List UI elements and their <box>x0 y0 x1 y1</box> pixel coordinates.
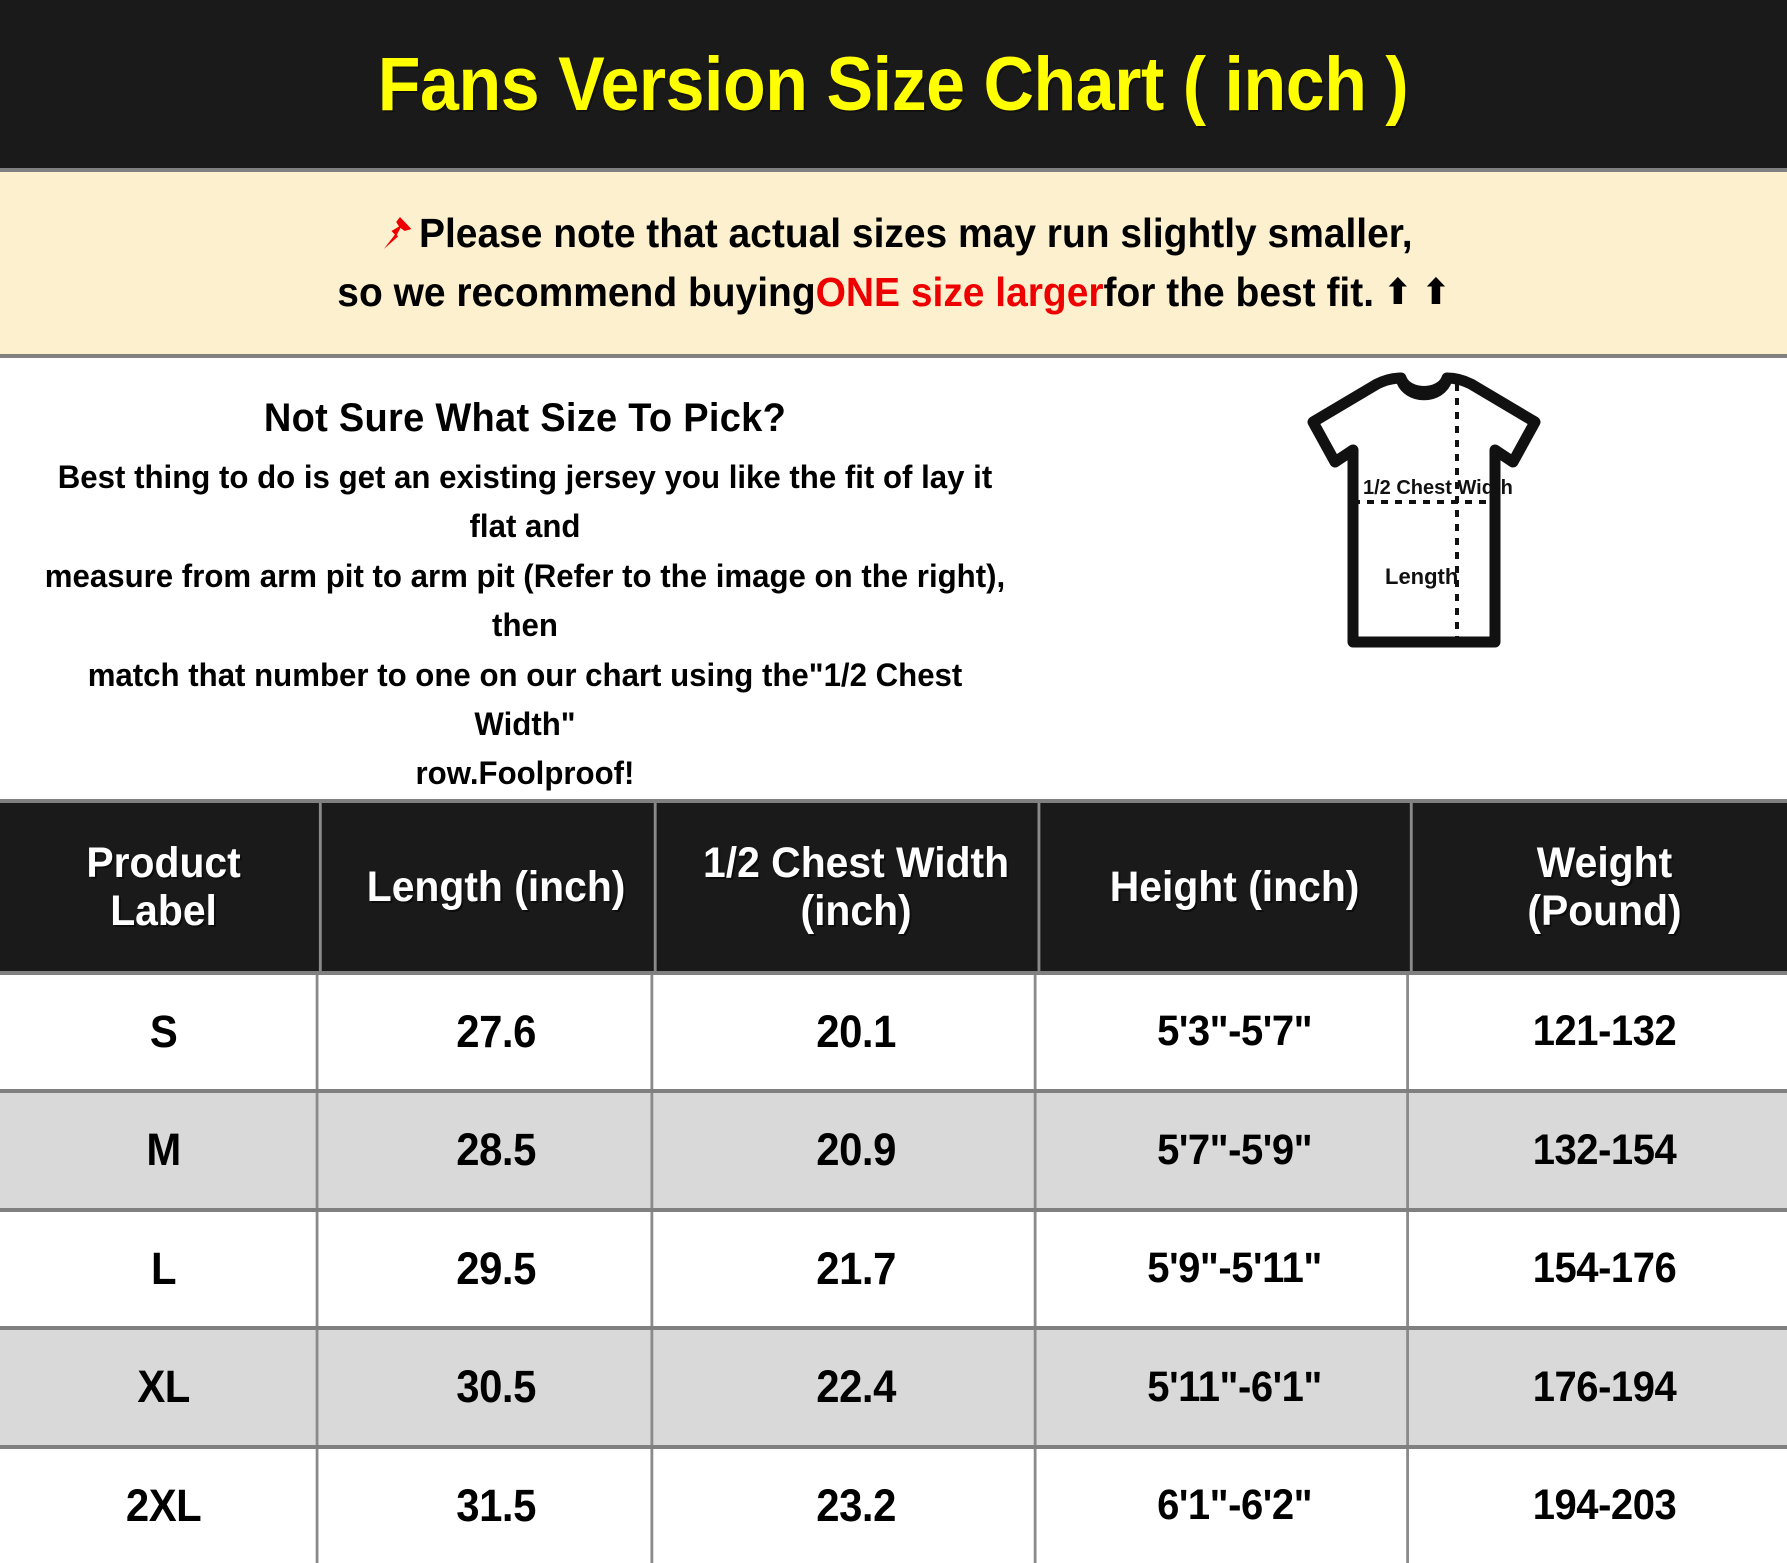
guide-body-line-4: row.Foolproof! <box>415 755 635 792</box>
header-weight-unit: (Pound) <box>1527 886 1682 935</box>
guide-body-line-3: match that number to one on our chart us… <box>87 656 963 742</box>
cell-product-label: L <box>12 1211 319 1327</box>
cell-chest-width: 20.9 <box>678 1093 1037 1208</box>
cell-height: 5'7"-5'9" <box>1063 1093 1409 1208</box>
cell-length: 28.5 <box>342 1093 654 1208</box>
notice-band: Please note that actual sizes may run sl… <box>0 172 1787 358</box>
header-length: Length (inch) <box>366 862 626 911</box>
cell-weight: 176-194 <box>1532 1362 1677 1411</box>
cell-chest-width: 20.1 <box>678 974 1037 1090</box>
cell-weight: 121-132 <box>1532 1007 1677 1056</box>
table-row: 2XL 31.5 23.2 6'1"-6'2" 194-203 <box>0 1448 1787 1563</box>
notice-emphasis: ONE size larger <box>815 269 1104 315</box>
header-weight: Weight <box>1536 838 1673 887</box>
header-product: Product <box>86 838 241 887</box>
column-header-weight: Weight (Pound) <box>1431 803 1778 971</box>
table-row: S 27.6 20.1 5'3"-5'7" 121-132 <box>0 974 1787 1094</box>
arrow-up-icon-2: ⬆ <box>1421 271 1451 313</box>
column-header-product-label: Product Label <box>8 802 322 971</box>
column-header-height: Height (inch) <box>1059 802 1413 971</box>
notice-line-1: Please note that actual sizes may run sl… <box>375 204 1412 263</box>
cell-weight: 194-203 <box>1532 1481 1677 1530</box>
guide-body-line-1: Best thing to do is get an existing jers… <box>57 459 993 545</box>
notice-text-2-pre: so we recommend buying <box>336 269 816 315</box>
cell-product-label: M <box>12 1093 319 1208</box>
page-title: Fans Version Size Chart ( inch ) <box>378 41 1409 127</box>
table-row: L 29.5 21.7 5'9"-5'11" 154-176 <box>0 1211 1787 1331</box>
guide-body-line-2: measure from arm pit to arm pit (Refer t… <box>44 557 1006 644</box>
header-chest: 1/2 Chest Width <box>703 838 1010 887</box>
tshirt-measurement-icon: 1/2 Chest Width Length <box>1307 372 1540 648</box>
cell-length: 31.5 <box>342 1448 654 1563</box>
cell-height: 5'11"-6'1" <box>1063 1330 1409 1445</box>
notice-text-2-post: for the best fit. <box>1103 269 1374 315</box>
chest-width-label: 1/2 Chest Width <box>1363 477 1513 499</box>
cell-height: 5'9"-5'11" <box>1063 1211 1409 1327</box>
size-table: Product Label Length (inch) 1/2 Chest Wi… <box>0 802 1787 1563</box>
cell-height: 5'3"-5'7" <box>1063 974 1409 1090</box>
header-label: Label <box>110 886 217 935</box>
guide-body: Best thing to do is get an existing jers… <box>31 453 1020 799</box>
table-header-row: Product Label Length (inch) 1/2 Chest Wi… <box>0 802 1787 975</box>
guide-heading: Not Sure What Size To Pick? <box>263 396 787 440</box>
cell-chest-width: 22.4 <box>678 1330 1037 1445</box>
cell-chest-width: 21.7 <box>678 1211 1037 1327</box>
table-row: M 28.5 20.9 5'7"-5'9" 132-154 <box>0 1093 1787 1212</box>
column-header-length: Length (inch) <box>338 802 657 971</box>
cell-weight: 132-154 <box>1532 1125 1677 1174</box>
arrow-up-icon-1: ⬆ <box>1383 271 1412 313</box>
cell-product-label: XL <box>12 1330 319 1445</box>
pushpin-icon <box>375 211 417 255</box>
cell-product-label: S <box>12 974 319 1090</box>
header-height: Height (inch) <box>1109 862 1360 911</box>
guide-text-column: Not Sure What Size To Pick? Best thing t… <box>0 358 1060 799</box>
header-chest-unit: (inch) <box>800 886 912 935</box>
cell-product-label: 2XL <box>12 1448 319 1563</box>
cell-length: 27.6 <box>342 974 654 1090</box>
notice-text-1: Please note that actual sizes may run sl… <box>418 209 1413 256</box>
notice-line-2: so we recommend buying ONE size larger f… <box>337 263 1450 322</box>
table-row: XL 30.5 22.4 5'11"-6'1" 176-194 <box>0 1330 1787 1449</box>
cell-height: 6'1"-6'2" <box>1063 1448 1409 1563</box>
column-header-chest-width: 1/2 Chest Width (inch) <box>675 802 1041 971</box>
title-banner: Fans Version Size Chart ( inch ) <box>0 0 1787 172</box>
shirt-diagram-column: 1/2 Chest Width Length <box>1060 358 1787 799</box>
cell-length: 29.5 <box>342 1211 654 1327</box>
cell-chest-width: 23.2 <box>678 1448 1037 1563</box>
length-label: Length <box>1385 564 1458 589</box>
cell-length: 30.5 <box>342 1330 654 1445</box>
guide-section: Not Sure What Size To Pick? Best thing t… <box>0 358 1787 803</box>
cell-weight: 154-176 <box>1532 1244 1677 1293</box>
